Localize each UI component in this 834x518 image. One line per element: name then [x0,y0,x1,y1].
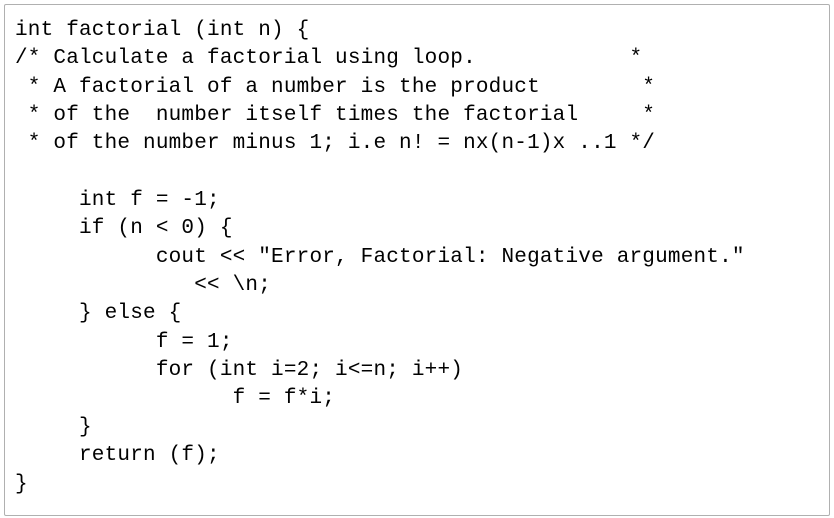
code-panel: int factorial (int n) { /* Calculate a f… [4,4,830,516]
code-listing: int factorial (int n) { /* Calculate a f… [15,17,819,499]
